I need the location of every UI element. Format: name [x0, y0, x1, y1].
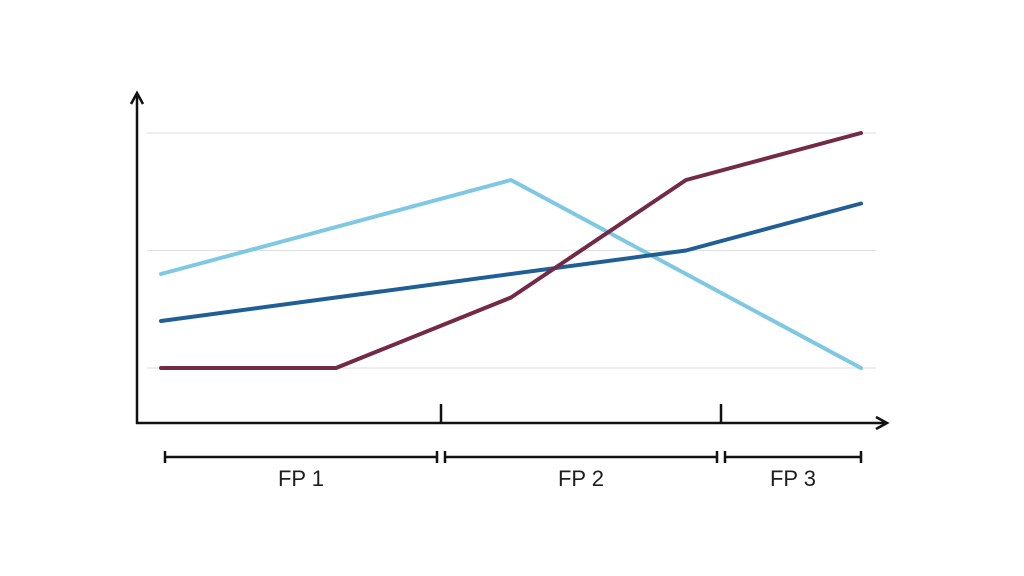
gridlines	[147, 132, 876, 369]
y-axis-arrowhead	[129, 90, 145, 105]
period-brackets: FP 1 FP 2 FP 3	[163, 451, 863, 491]
period-label: FP 1	[278, 466, 324, 491]
period-label: FP 3	[770, 466, 816, 491]
series-line-1	[159, 178, 863, 370]
x-axis-ticks	[439, 404, 723, 423]
period-bracket-2: FP 2	[443, 451, 719, 491]
x-axis-arrowhead	[875, 415, 890, 431]
series-lines	[159, 131, 863, 370]
period-label: FP 2	[558, 466, 604, 491]
axes	[129, 90, 890, 431]
series-line-2	[159, 201, 863, 323]
period-bracket-1: FP 1	[163, 451, 439, 491]
period-bracket-3: FP 3	[723, 451, 863, 491]
series-line-3	[159, 131, 863, 370]
